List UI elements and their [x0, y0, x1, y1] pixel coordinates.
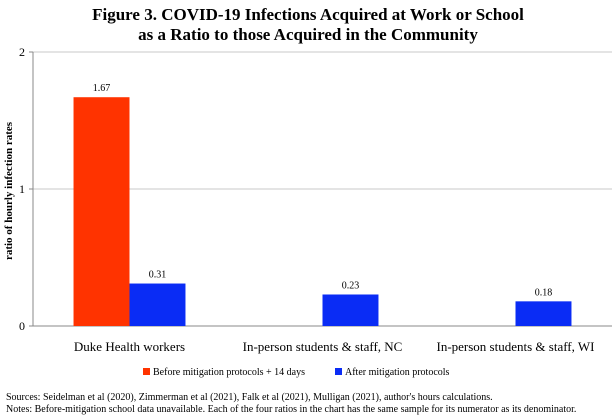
notes-line: Notes: Before-mitigation school data una…	[6, 404, 577, 415]
bar-after-0	[129, 283, 186, 326]
bar-after-2	[515, 301, 572, 326]
data-label: 0.31	[149, 270, 167, 281]
bars	[73, 97, 572, 327]
y-axis-title: ratio of hourly infection rates	[3, 121, 15, 260]
data-label: 0.23	[342, 280, 360, 291]
legend-swatch-before	[143, 368, 150, 375]
data-label: 0.18	[535, 287, 553, 298]
chart-notes: Sources: Seidelman et al (2020), Zimmerm…	[6, 392, 576, 416]
y-tick-label: 0	[19, 319, 25, 333]
legend: Before mitigation protocols + 14 days Af…	[143, 367, 450, 378]
x-category-label: Duke Health workers	[74, 339, 185, 354]
legend-label-after: After mitigation protocols	[345, 367, 450, 378]
bar-after-1	[322, 294, 379, 326]
x-category-label: In-person students & staff, NC	[243, 339, 403, 354]
x-category-label: In-person students & staff, WI	[436, 339, 594, 354]
y-tick-label: 1	[19, 182, 25, 196]
chart-title-line-1: Figure 3. COVID-19 Infections Acquired a…	[92, 5, 524, 24]
y-tick-label: 2	[19, 45, 25, 59]
bar-before-0	[73, 97, 130, 327]
legend-swatch-after	[335, 368, 342, 375]
data-labels: 1.67 0.31 0.23 0.18	[93, 83, 552, 298]
x-category-labels: Duke Health workers In-person students & …	[74, 339, 595, 354]
chart-title-line-2: as a Ratio to those Acquired in the Comm…	[138, 25, 478, 44]
chart: Figure 3. COVID-19 Infections Acquired a…	[3, 5, 612, 378]
sources-note: Sources: Seidelman et al (2020), Zimmerm…	[6, 392, 493, 403]
legend-label-before: Before mitigation protocols + 14 days	[153, 367, 305, 378]
y-tick-labels: 0 1 2	[19, 45, 25, 333]
data-label: 1.67	[93, 83, 111, 94]
